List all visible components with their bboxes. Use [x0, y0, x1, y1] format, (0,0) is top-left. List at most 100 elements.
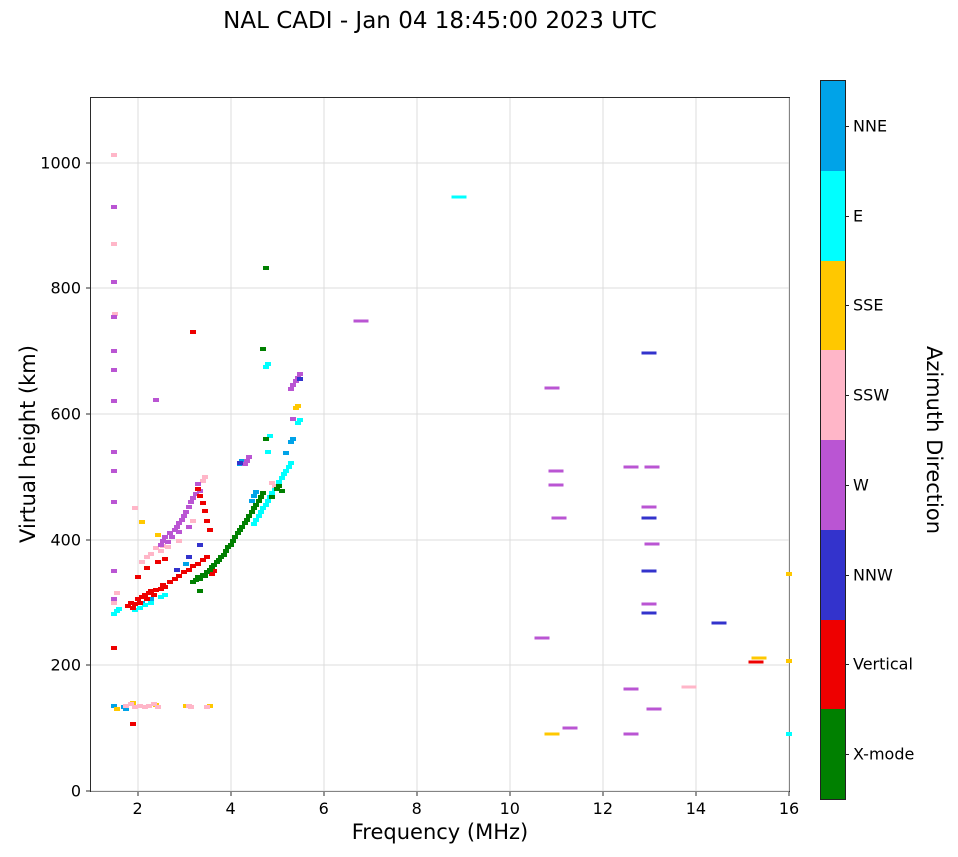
data-point-vertical: [150, 592, 157, 597]
data-point-e: [264, 361, 271, 366]
data-point-ssw: [139, 560, 146, 565]
data-point-w: [623, 687, 639, 691]
data-point-sse: [295, 404, 302, 409]
gridline-y: [91, 287, 789, 289]
data-point-x-mode: [215, 557, 222, 562]
colorbar-segment-sse: SSE: [821, 260, 883, 351]
data-point-ssw: [148, 551, 155, 556]
chart-title: NAL CADI - Jan 04 18:45:00 2023 UTC: [223, 8, 657, 34]
data-point-nnw: [641, 569, 657, 573]
data-point-vertical: [748, 660, 764, 664]
data-point-ssw: [681, 685, 697, 689]
x-axis-label: Frequency (MHz): [351, 820, 529, 844]
data-point-nnw: [236, 461, 243, 466]
y-tick-mark: [86, 539, 91, 541]
y-axis-label: Virtual height (km): [16, 345, 40, 543]
gridline-y: [91, 539, 789, 541]
data-point-x-mode: [204, 570, 211, 575]
data-point-e: [264, 449, 271, 454]
data-point-w: [111, 499, 118, 504]
data-point-vertical: [157, 586, 164, 591]
data-point-e: [281, 472, 288, 477]
data-point-w: [111, 449, 118, 454]
data-point-x-mode: [250, 506, 257, 511]
data-point-vertical: [195, 487, 202, 492]
gridline-y: [91, 664, 789, 666]
data-point-vertical: [199, 557, 206, 562]
colorbar-segment-x-mode: X-mode: [821, 709, 914, 799]
data-point-ssw: [190, 518, 197, 523]
data-point-w: [111, 399, 118, 404]
data-point-w: [623, 732, 639, 736]
data-point-nnw: [641, 516, 657, 520]
data-point-nne: [122, 707, 129, 712]
data-point-nne: [148, 596, 155, 601]
x-tick-mark: [602, 791, 604, 796]
data-point-x-mode: [278, 488, 285, 493]
data-point-e: [157, 595, 164, 600]
data-point-vertical: [162, 556, 169, 561]
data-point-x-mode: [225, 545, 232, 550]
y-tick-label: 600: [50, 404, 81, 424]
data-point-w: [195, 482, 202, 487]
data-point-w: [190, 496, 197, 501]
y-tick-label: 1000: [40, 153, 81, 173]
data-point-x-mode: [208, 565, 215, 570]
data-point-sse: [786, 572, 792, 577]
y-tick-label: 200: [50, 655, 81, 675]
data-point-x-mode: [243, 517, 250, 522]
data-point-vertical: [155, 559, 162, 564]
data-point-x-mode: [248, 510, 255, 515]
data-point-x-mode: [211, 562, 218, 567]
data-point-vertical: [185, 567, 192, 572]
data-point-ssw: [132, 506, 139, 511]
x-tick-label: 8: [411, 799, 422, 818]
data-point-w: [562, 726, 578, 730]
colorbar-entry-label: NNW: [853, 565, 893, 585]
data-point-w: [169, 535, 176, 540]
data-point-e: [148, 600, 155, 605]
data-point-nne: [248, 498, 255, 503]
data-point-e: [451, 195, 467, 199]
data-point-w: [292, 379, 299, 384]
data-point-sse: [786, 658, 792, 663]
data-point-w: [183, 510, 190, 515]
x-tick-mark: [416, 791, 418, 796]
data-point-ssw: [150, 702, 157, 707]
data-point-e: [278, 476, 285, 481]
x-tick-label: 10: [499, 799, 520, 818]
data-point-vertical: [162, 584, 169, 589]
data-point-w: [174, 525, 181, 530]
data-point-w: [551, 516, 567, 520]
data-point-vertical: [208, 572, 215, 577]
x-tick-label: 6: [318, 799, 329, 818]
colorbar-tick: [845, 754, 849, 756]
data-point-ssw: [132, 704, 139, 709]
data-point-nne: [183, 561, 190, 566]
data-point-vertical: [204, 555, 211, 560]
data-point-nne: [250, 493, 257, 498]
data-point-e: [113, 609, 120, 614]
data-point-x-mode: [202, 574, 208, 579]
colorbar-tick: [845, 395, 849, 397]
gridline-x: [416, 98, 418, 791]
data-point-w: [157, 542, 164, 547]
data-point-e: [285, 464, 292, 469]
data-point-w: [548, 469, 564, 473]
colorbar-entry-label: SSW: [853, 385, 890, 405]
colorbar-label: Azimuth Direction: [922, 345, 946, 535]
data-point-w: [111, 597, 118, 602]
colorbar-entry-label: Vertical: [853, 654, 913, 674]
data-point-x-mode: [262, 265, 269, 270]
colorbar: NNE E SSE SSW W NNW Vertical X-mode: [820, 80, 914, 800]
data-point-w: [162, 535, 169, 540]
y-tick-label: 0: [70, 781, 81, 801]
gridline-y: [91, 790, 789, 792]
data-point-w: [297, 371, 304, 376]
y-tick-mark: [86, 413, 91, 415]
data-point-w: [534, 636, 550, 640]
data-point-w: [290, 383, 297, 388]
x-tick-label: 14: [685, 799, 707, 818]
data-point-ssw: [155, 704, 162, 709]
colorbar-segment-vertical: Vertical: [821, 619, 913, 710]
